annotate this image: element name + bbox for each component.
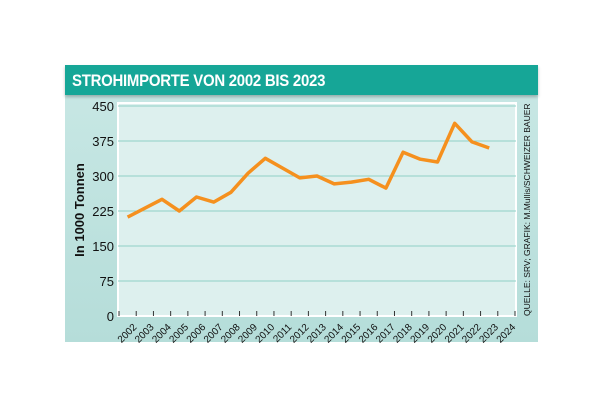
series-line	[126, 121, 490, 219]
y-tick-label: 75	[100, 274, 114, 289]
y-tick-label: 375	[92, 134, 114, 149]
y-axis-label: In 1000 Tonnen	[72, 163, 87, 257]
title-bar: STROHIMPORTE VON 2002 BIS 2023	[65, 65, 538, 95]
x-tick-label: 2024	[495, 322, 519, 346]
chart-title: STROHIMPORTE VON 2002 BIS 2023	[72, 71, 326, 90]
y-tick-label: 300	[92, 169, 114, 184]
y-tick-label: 225	[92, 204, 114, 219]
y-tick-label: 0	[107, 309, 114, 324]
y-tick-label: 150	[92, 239, 114, 254]
y-tick-label: 450	[92, 99, 114, 114]
source-note: QUELLE: SRV; GRAFIK: M.Mullis/SCHWEIZER …	[522, 103, 532, 316]
